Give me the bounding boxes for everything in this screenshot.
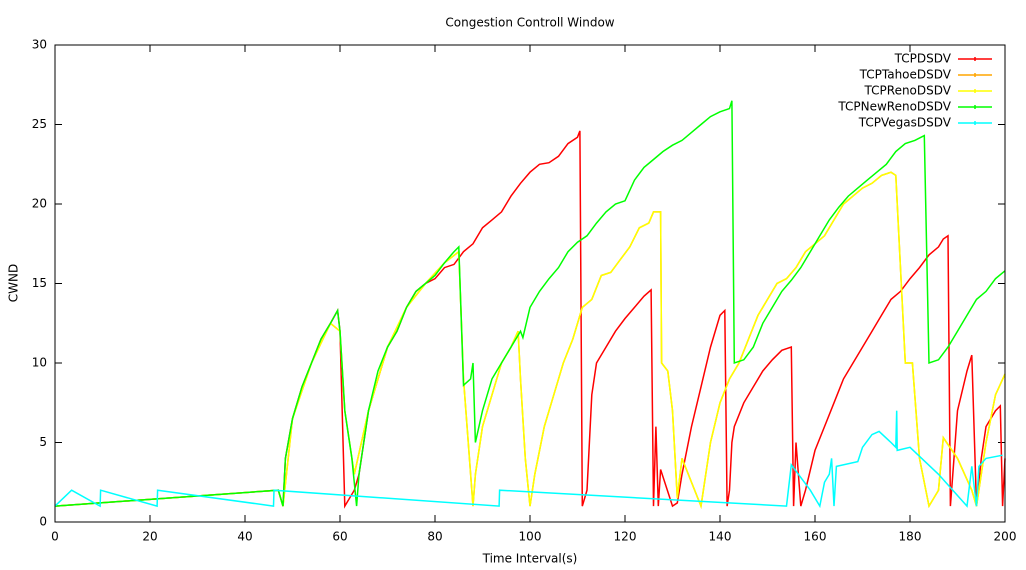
x-tick-label: 120: [614, 530, 637, 544]
legend-label: TCPNewRenoDSDV: [837, 100, 951, 114]
x-tick-label: 100: [519, 530, 542, 544]
series-line: [54, 410, 1003, 509]
x-tick-label: 40: [237, 530, 252, 544]
x-tick-label: 20: [142, 530, 157, 544]
chart-title: Congestion Controll Window: [445, 16, 614, 30]
series-line: [54, 100, 1006, 507]
x-tick-label: 160: [804, 530, 827, 544]
x-axis-label: Time Interval(s): [482, 552, 578, 566]
y-axis-label: CWND: [7, 264, 21, 302]
y-tick-label: 30: [32, 38, 47, 52]
legend-label: TCPVegasDSDV: [858, 116, 952, 130]
x-tick-label: 200: [994, 530, 1017, 544]
y-tick-label: 15: [32, 276, 47, 290]
x-tick-label: 140: [709, 530, 732, 544]
y-tick-label: 0: [39, 515, 47, 529]
legend-label: TCPTahoeDSDV: [859, 68, 952, 82]
x-tick-label: 180: [899, 530, 922, 544]
legend-label: TCPRenoDSDV: [864, 84, 952, 98]
legend-label: TCPDSDV: [894, 52, 952, 66]
y-tick-label: 10: [32, 356, 47, 370]
x-tick-label: 0: [51, 530, 59, 544]
x-tick-label: 60: [332, 530, 347, 544]
plot-frame: [54, 44, 1006, 523]
y-tick-label: 20: [32, 197, 47, 211]
y-tick-label: 5: [39, 435, 47, 449]
x-tick-label: 80: [427, 530, 442, 544]
y-tick-label: 25: [32, 117, 47, 131]
